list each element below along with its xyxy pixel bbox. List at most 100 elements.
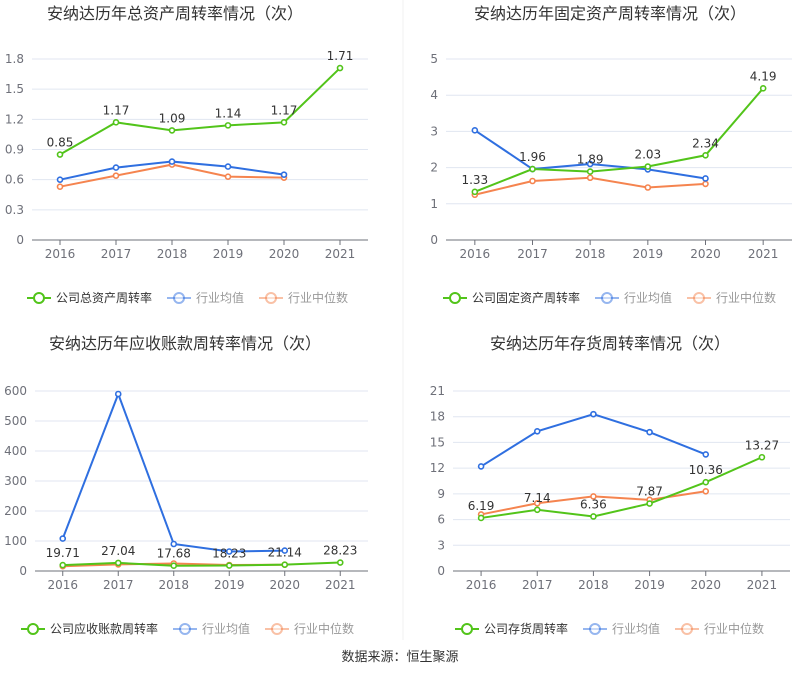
y-tick-label: 4 xyxy=(430,88,438,102)
data-point-avg xyxy=(702,451,710,458)
x-tick-label: 2018 xyxy=(575,247,606,261)
data-point-company xyxy=(758,453,766,461)
data-point-company xyxy=(586,168,594,175)
data-label: 0.85 xyxy=(47,136,74,150)
data-point-company xyxy=(644,163,652,170)
data-point-company xyxy=(114,559,122,567)
legend-marker-company xyxy=(33,292,45,304)
data-point-median xyxy=(224,173,232,180)
legend-label-avg: 行业均值 xyxy=(612,621,660,636)
y-tick-label: 1.8 xyxy=(5,52,24,66)
data-point-company xyxy=(471,188,479,196)
y-tick-label: 300 xyxy=(4,474,27,488)
x-tick-label: 2021 xyxy=(325,247,356,261)
x-tick-label: 2017 xyxy=(522,578,553,592)
data-label: 6.19 xyxy=(468,499,495,513)
data-point-avg xyxy=(281,547,289,554)
data-point-company xyxy=(646,500,653,507)
y-tick-label: 1.5 xyxy=(5,82,24,96)
data-point-company xyxy=(59,561,67,569)
data-point-median xyxy=(56,183,64,191)
data-point-avg xyxy=(59,535,67,542)
data-point-company xyxy=(281,561,289,568)
y-tick-label: 3 xyxy=(437,538,445,552)
legend-marker-company xyxy=(449,292,461,304)
data-point-company xyxy=(170,562,178,569)
data-point-avg xyxy=(702,175,709,182)
data-label: 10.36 xyxy=(689,463,723,477)
legend-marker-median xyxy=(681,623,693,635)
x-tick-label: 2020 xyxy=(690,578,721,592)
data-point-avg xyxy=(168,158,176,165)
data-point-avg xyxy=(280,171,288,178)
data-point-median xyxy=(112,172,120,179)
data-label: 1.96 xyxy=(519,150,546,164)
data-point-company xyxy=(702,151,709,159)
y-tick-label: 0 xyxy=(430,233,438,247)
data-point-company xyxy=(336,64,344,72)
legend-label-company: 公司存货周转率 xyxy=(484,621,568,636)
y-tick-label: 0 xyxy=(19,564,27,578)
data-label: 1.17 xyxy=(103,103,130,117)
data-point-median xyxy=(644,184,652,191)
data-point-company xyxy=(590,513,597,520)
y-tick-label: 0 xyxy=(16,233,24,247)
legend-label-avg: 行业均值 xyxy=(202,621,250,636)
series-line-avg xyxy=(480,413,707,468)
series-line-company xyxy=(480,456,763,519)
legend-label-median: 行业中位数 xyxy=(294,621,354,636)
data-point-median xyxy=(702,180,709,188)
y-tick-label: 2 xyxy=(430,161,438,175)
data-label: 4.19 xyxy=(750,69,777,83)
chart-title: 安纳达历年存货周转率情况（次） xyxy=(490,334,730,353)
data-label: 1.14 xyxy=(215,106,242,120)
y-tick-label: 400 xyxy=(4,444,27,458)
x-tick-label: 2018 xyxy=(157,247,188,261)
data-point-median xyxy=(590,493,597,500)
data-point-company xyxy=(225,562,233,569)
legend-marker-median xyxy=(265,292,277,304)
x-tick-label: 2019 xyxy=(634,578,665,592)
x-tick-label: 2020 xyxy=(269,247,300,261)
x-tick-label: 2018 xyxy=(158,578,189,592)
x-tick-label: 2016 xyxy=(47,578,78,592)
data-point-company xyxy=(529,165,536,173)
data-label: 27.04 xyxy=(101,544,135,558)
data-point-avg xyxy=(112,164,120,171)
data-label: 18.23 xyxy=(212,547,246,561)
data-point-company xyxy=(702,478,710,486)
y-tick-label: 1 xyxy=(430,197,438,211)
data-point-company xyxy=(533,506,541,514)
data-label: 2.34 xyxy=(692,136,719,150)
legend-marker-company xyxy=(461,623,473,635)
y-tick-label: 3 xyxy=(430,124,438,138)
data-point-avg xyxy=(224,163,232,170)
x-tick-label: 2019 xyxy=(213,247,244,261)
data-point-median xyxy=(586,174,594,182)
chart-title: 安纳达历年总资产周转率情况（次） xyxy=(47,4,303,23)
data-point-avg xyxy=(533,427,541,435)
data-point-avg xyxy=(56,176,64,183)
x-tick-label: 2019 xyxy=(633,247,664,261)
y-tick-label: 6 xyxy=(437,513,445,527)
data-label: 1.17 xyxy=(271,103,298,117)
y-tick-label: 12 xyxy=(430,461,445,475)
data-point-avg xyxy=(114,390,122,398)
data-point-company xyxy=(56,151,64,158)
series-line-company xyxy=(62,561,341,567)
x-tick-label: 2021 xyxy=(325,578,356,592)
legend-marker-avg xyxy=(601,292,613,304)
data-point-avg xyxy=(586,160,594,168)
y-tick-label: 15 xyxy=(430,435,445,449)
y-tick-label: 500 xyxy=(4,414,27,428)
x-tick-label: 2019 xyxy=(214,578,245,592)
legend-marker-avg xyxy=(589,623,601,635)
data-label: 1.33 xyxy=(461,173,488,187)
legend-marker-median xyxy=(693,292,705,304)
data-point-median xyxy=(529,177,536,185)
data-point-company xyxy=(759,85,767,92)
legend-marker-median xyxy=(271,623,283,635)
x-tick-label: 2017 xyxy=(517,247,548,261)
